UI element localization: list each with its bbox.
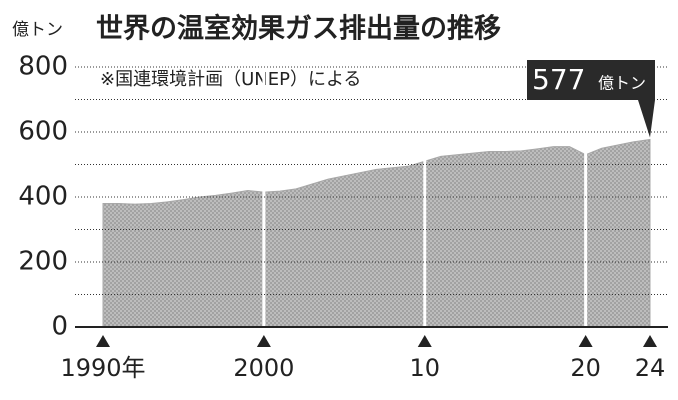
x-tick-mark bbox=[96, 335, 110, 347]
x-tick-mark bbox=[256, 335, 271, 347]
callout: 577 億トン bbox=[527, 60, 655, 138]
x-tick-label: 24 bbox=[635, 354, 666, 382]
callout-box bbox=[527, 60, 655, 138]
x-tick-label: 20 bbox=[570, 354, 601, 382]
chart-title: 世界の温室効果ガス排出量の推移 bbox=[96, 13, 501, 45]
x-tick-label: 2000 bbox=[233, 354, 294, 382]
x-tick-mark bbox=[417, 335, 432, 347]
y-tick-label: 200 bbox=[18, 247, 68, 277]
y-tick-label: 800 bbox=[18, 52, 68, 82]
x-tick-label: 10 bbox=[409, 354, 440, 382]
y-axis-label: 億トン bbox=[12, 20, 63, 40]
x-tick-mark bbox=[643, 335, 657, 347]
y-tick-label: 0 bbox=[51, 312, 68, 342]
y-tick-label: 400 bbox=[18, 182, 68, 212]
callout-unit: 億トン bbox=[598, 74, 646, 93]
chart-subtitle: ※国連環境計画（UNEP）による bbox=[100, 69, 361, 90]
x-tick-mark bbox=[578, 335, 593, 347]
y-tick-label: 600 bbox=[18, 117, 68, 147]
area bbox=[102, 138, 651, 328]
callout-value: 577 bbox=[532, 63, 585, 96]
x-tick-label: 1990年 bbox=[60, 354, 145, 382]
